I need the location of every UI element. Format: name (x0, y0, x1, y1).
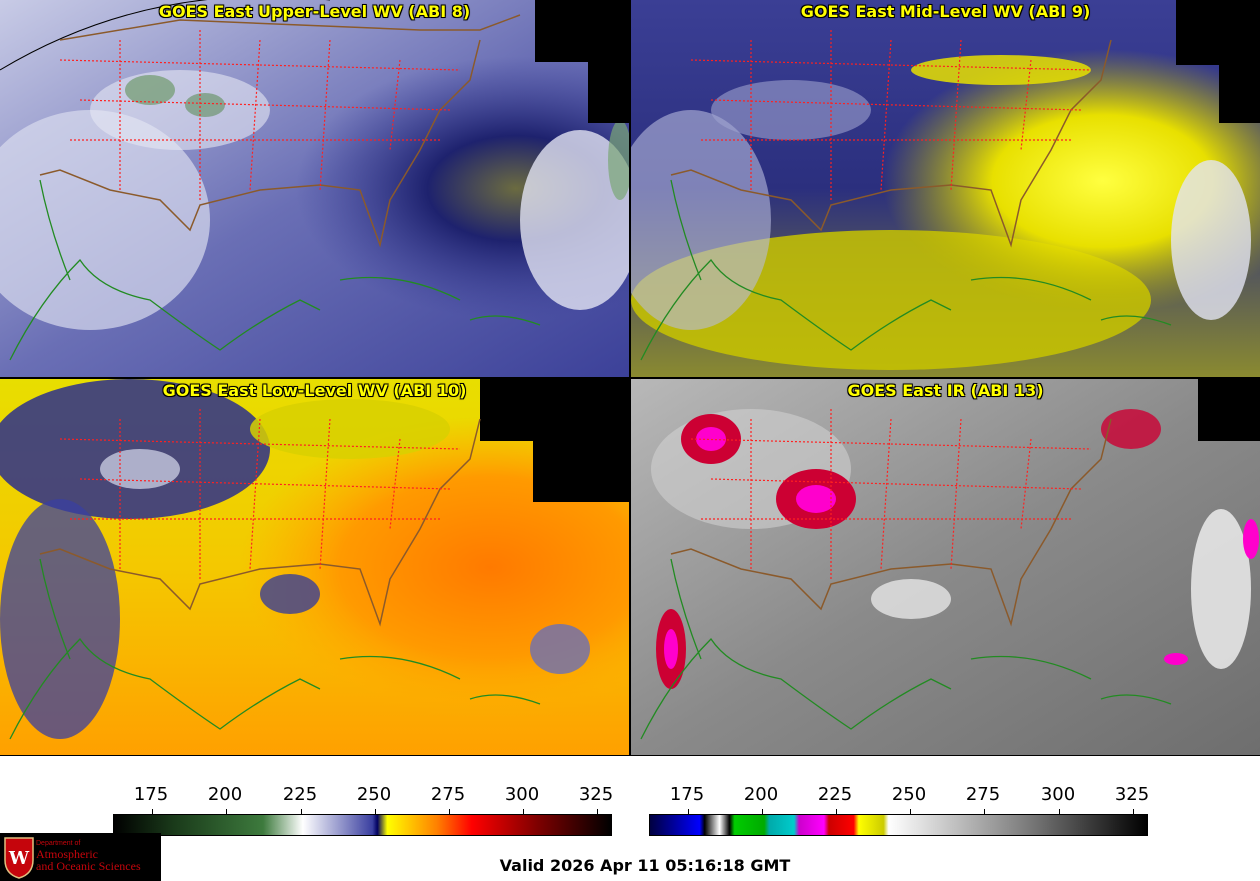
panel-title: GOES East Upper-Level WV (ABI 8) (158, 2, 471, 21)
panel-title: GOES East Mid-Level WV (ABI 9) (800, 2, 1091, 21)
ir-tick-label: 225 (817, 784, 853, 805)
panel-low-level-wv: GOES East Low-Level WV (ABI 10) (0, 379, 629, 756)
ir-tickmark (836, 809, 837, 815)
wv-colorbar (113, 809, 612, 836)
wv-colorbar-labels: 175 200 225 250 275 300 325 (113, 784, 614, 806)
wv-tick-label: 275 (430, 784, 466, 805)
logo-line-3: and Oceanic Sciences (36, 859, 141, 873)
ir-tickmark (1133, 809, 1134, 815)
ir-tick-label: 325 (1114, 784, 1150, 805)
ir-tickmark (762, 809, 763, 815)
ir-tick-label: 200 (743, 784, 779, 805)
wv-tickmark (152, 809, 153, 815)
wv-tickmark (226, 809, 227, 815)
wv-tickmark (597, 809, 598, 815)
wv-tick-label: 200 (207, 784, 243, 805)
ir-tick-label: 275 (965, 784, 1001, 805)
wv-tick-label: 300 (504, 784, 540, 805)
upper-level-wv-image (0, 0, 629, 377)
wv-tick-label: 175 (133, 784, 169, 805)
wv-tick-label: 225 (282, 784, 318, 805)
wv-tick-label: 325 (578, 784, 614, 805)
ir-tick-label: 175 (669, 784, 705, 805)
panel-mid-level-wv: GOES East Mid-Level WV (ABI 9) (631, 0, 1260, 377)
wv-tickmark (523, 809, 524, 815)
ir-tick-label: 250 (891, 784, 927, 805)
ir-tick-label: 300 (1040, 784, 1076, 805)
logo-line-1: Department of (36, 840, 81, 847)
ir-image (631, 379, 1260, 756)
panel-ir: GOES East IR (ABI 13) (631, 379, 1260, 756)
aos-logo: W Department of Atmospheric and Oceanic … (0, 833, 161, 881)
ir-tickmark (984, 809, 985, 815)
wv-tickmark (375, 809, 376, 815)
ir-tickmark (1059, 809, 1060, 815)
panels-bottom-border (0, 755, 1260, 756)
panel-title: GOES East IR (ABI 13) (847, 381, 1044, 400)
panel-title: GOES East Low-Level WV (ABI 10) (162, 381, 467, 400)
crest-letter: W (8, 848, 30, 869)
valid-time: Valid 2026 Apr 11 05:16:18 GMT (499, 856, 791, 875)
ir-colorbar (649, 809, 1148, 836)
low-level-wv-image (0, 379, 629, 756)
panel-upper-level-wv: GOES East Upper-Level WV (ABI 8) (0, 0, 629, 377)
logo-line-2: Atmospheric (36, 847, 98, 861)
uw-crest-icon: W (4, 837, 34, 879)
panel-divider-vertical (629, 0, 631, 756)
ir-tickmark (910, 809, 911, 815)
ir-colorbar-labels: 175 200 225 250 275 300 325 (649, 784, 1150, 806)
wv-tick-label: 250 (356, 784, 392, 805)
ir-tickmark (688, 809, 689, 815)
mid-level-wv-image (631, 0, 1260, 377)
wv-tickmark (301, 809, 302, 815)
wv-tickmark (449, 809, 450, 815)
